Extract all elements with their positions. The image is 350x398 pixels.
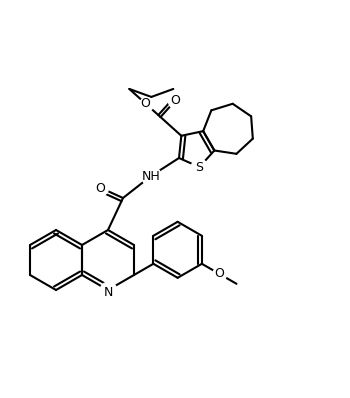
Text: NH: NH <box>142 170 160 183</box>
Text: O: O <box>95 181 105 195</box>
Text: O: O <box>170 94 180 107</box>
Text: S: S <box>195 160 203 174</box>
Text: N: N <box>103 285 113 298</box>
Text: O: O <box>141 97 150 110</box>
Text: O: O <box>214 267 224 280</box>
